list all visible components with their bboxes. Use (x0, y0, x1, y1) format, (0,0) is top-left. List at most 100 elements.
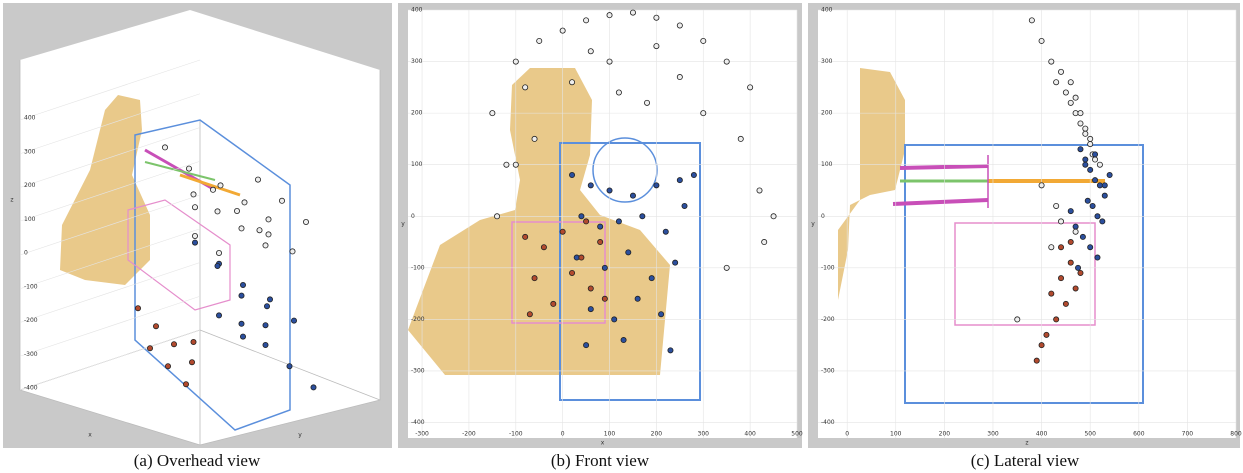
point (541, 245, 546, 250)
point (1088, 167, 1093, 172)
point (658, 312, 663, 317)
point (668, 348, 673, 353)
point (527, 312, 532, 317)
point (607, 188, 612, 193)
point (1063, 90, 1068, 95)
point (1078, 270, 1083, 275)
point (607, 59, 612, 64)
point (1092, 157, 1097, 162)
point (523, 234, 528, 239)
point (1097, 183, 1102, 188)
point (1092, 178, 1097, 183)
point (569, 270, 574, 275)
z-tick-label: 300 (24, 148, 36, 155)
point (588, 49, 593, 54)
y-tick-label: -100 (821, 264, 835, 271)
point (153, 324, 158, 329)
point (192, 205, 197, 210)
point (748, 85, 753, 90)
point (162, 145, 167, 150)
point (240, 334, 245, 339)
point (612, 317, 617, 322)
point (682, 203, 687, 208)
point (701, 111, 706, 116)
point (239, 293, 244, 298)
point (171, 342, 176, 347)
x-tick-label: 300 (698, 431, 710, 438)
point (215, 263, 220, 268)
point (691, 172, 696, 177)
point (1058, 69, 1063, 74)
point (210, 187, 215, 192)
point (579, 214, 584, 219)
x-tick-label: 600 (1133, 431, 1145, 438)
point (1095, 255, 1100, 260)
point (583, 219, 588, 224)
point (504, 162, 509, 167)
point (1049, 245, 1054, 250)
point (583, 343, 588, 348)
point (1102, 193, 1107, 198)
point (1078, 147, 1083, 152)
point (234, 208, 239, 213)
point (1073, 111, 1078, 116)
point (1073, 95, 1078, 100)
point (1088, 141, 1093, 146)
point (303, 219, 308, 224)
point (1068, 260, 1073, 265)
point (630, 10, 635, 15)
point (239, 226, 244, 231)
point (1029, 18, 1034, 23)
point (1088, 136, 1093, 141)
y-tick-label: -300 (411, 367, 425, 374)
point (1068, 100, 1073, 105)
point (1039, 343, 1044, 348)
x-tick-label: 400 (1036, 431, 1048, 438)
point (291, 318, 296, 323)
point (579, 255, 584, 260)
point (537, 38, 542, 43)
z-tick-label: -200 (24, 317, 38, 324)
point (263, 323, 268, 328)
point (654, 15, 659, 20)
point (551, 301, 556, 306)
point (1092, 152, 1097, 157)
point (165, 364, 170, 369)
point (267, 297, 272, 302)
point (1073, 286, 1078, 291)
point (266, 217, 271, 222)
point (560, 229, 565, 234)
x-tick-label: 400 (744, 431, 756, 438)
z-tick-label: -100 (24, 283, 38, 290)
point (673, 260, 678, 265)
point (649, 276, 654, 281)
point (1075, 265, 1080, 270)
point (311, 385, 316, 390)
point (1063, 301, 1068, 306)
y-tick-label: -200 (411, 316, 425, 323)
x-tick-label: -100 (509, 431, 523, 438)
point (532, 136, 537, 141)
point (290, 249, 295, 254)
x-tick-label: 300 (987, 431, 999, 438)
y-tick-label: -400 (821, 419, 835, 426)
point (216, 313, 221, 318)
point (1073, 224, 1078, 229)
point (602, 296, 607, 301)
point (266, 232, 271, 237)
point (490, 111, 495, 116)
point (677, 23, 682, 28)
point (1102, 183, 1107, 188)
point (598, 224, 603, 229)
caption: (c) Lateral view (971, 451, 1080, 470)
point (630, 193, 635, 198)
point (218, 183, 223, 188)
z-tick-label: 100 (24, 216, 36, 223)
point (1054, 203, 1059, 208)
point (1100, 219, 1105, 224)
point (616, 219, 621, 224)
point (588, 286, 593, 291)
point (135, 306, 140, 311)
point (263, 342, 268, 347)
point (1078, 121, 1083, 126)
